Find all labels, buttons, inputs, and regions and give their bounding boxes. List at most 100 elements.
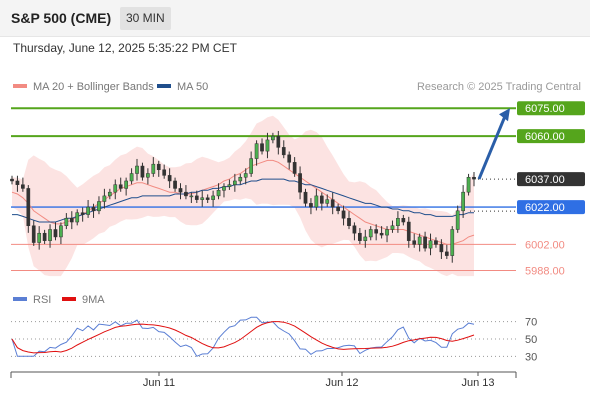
candle-body — [358, 232, 362, 241]
candle-body — [102, 195, 107, 202]
rsi-legend-label: RSI — [33, 294, 51, 306]
instrument-title: S&P 500 (CME) — [11, 10, 112, 26]
legend-label: MA 50 — [177, 81, 208, 93]
candle-body — [374, 229, 379, 234]
candle-body — [265, 139, 270, 152]
forecast-arrow — [477, 115, 507, 180]
rsi-tick-label: 50 — [525, 334, 537, 346]
candle-body — [439, 244, 444, 253]
candle-body — [450, 229, 455, 256]
candle-body — [48, 229, 52, 241]
candle-body — [303, 191, 308, 204]
rsi-ma-line — [11, 321, 475, 354]
price-label-box — [517, 172, 585, 187]
candle-body — [260, 143, 264, 152]
candle-body — [37, 232, 42, 243]
candle-body — [325, 199, 330, 204]
candle-body — [10, 178, 14, 182]
candle-body — [444, 251, 449, 256]
timestamp: Thursday, June 12, 2025 5:35:22 PM CET — [13, 41, 237, 55]
candle-body — [412, 240, 417, 245]
price-label: 6022.00 — [525, 202, 565, 214]
candle-body — [21, 184, 25, 189]
candle-body — [42, 232, 47, 241]
candle-body — [363, 236, 368, 241]
candle-body — [276, 135, 281, 148]
candle-body — [352, 225, 357, 234]
candle-body — [222, 186, 226, 191]
price-label: 5988.00 — [525, 266, 565, 278]
candle-body — [113, 184, 118, 193]
price-label-box — [517, 101, 585, 116]
legend-label: MA 20 + Bollinger Bands — [33, 81, 154, 93]
attribution: Research © 2025 Trading Central — [417, 81, 581, 93]
legend-swatch — [13, 84, 27, 88]
candle-body — [31, 225, 36, 243]
candle-body — [124, 180, 128, 189]
candle-body — [243, 173, 248, 178]
candle-body — [406, 221, 411, 241]
price-label: 6002.00 — [525, 239, 565, 251]
price-label-box — [517, 129, 585, 144]
candle-body — [107, 191, 112, 197]
candle-body — [140, 165, 145, 178]
candle-body — [434, 240, 438, 245]
candle-body — [271, 135, 275, 141]
candle-body — [254, 143, 259, 159]
candle-body — [368, 229, 373, 238]
candle-body — [200, 197, 205, 200]
candle-body — [401, 218, 406, 223]
candle-body — [417, 236, 422, 245]
candle-body — [336, 206, 340, 212]
candle-body — [151, 163, 156, 174]
candle-body — [232, 180, 237, 185]
candle-body — [211, 195, 215, 200]
candle-body — [86, 206, 90, 215]
candle-body — [80, 212, 85, 215]
candle-body — [227, 184, 232, 187]
candle-body — [461, 191, 465, 212]
rsi-tick-label: 30 — [525, 351, 537, 363]
price-label-box — [517, 200, 585, 215]
candle-body — [97, 201, 101, 212]
candle-body — [472, 176, 476, 180]
candle-body — [69, 218, 74, 223]
candle-body — [314, 195, 319, 208]
candle-body — [466, 176, 471, 193]
candle-body — [249, 158, 254, 174]
candle-body — [194, 195, 199, 200]
candle-body — [184, 191, 188, 197]
candle-body — [64, 218, 69, 227]
candle-body — [319, 195, 324, 204]
candle-body — [292, 162, 297, 174]
candle-body — [75, 212, 80, 223]
price-label: 6075.00 — [525, 103, 565, 115]
candle-body — [330, 199, 335, 208]
candle-body — [15, 180, 20, 185]
candle-body — [281, 147, 286, 156]
x-axis-label: Jun 12 — [325, 377, 358, 389]
candle-body — [156, 163, 161, 171]
candle-body — [347, 218, 351, 227]
x-axis-label: Jun 11 — [143, 377, 175, 389]
candle-body — [396, 218, 400, 227]
candle-body — [135, 165, 139, 174]
candle-body — [118, 184, 123, 189]
candle-body — [129, 173, 134, 182]
interval-button[interactable]: 30 MIN — [120, 7, 171, 30]
rsi-tick-label: 70 — [525, 317, 537, 329]
candle-body — [189, 195, 194, 198]
candle-body — [341, 210, 346, 219]
candle-body — [379, 232, 384, 236]
candle-body — [53, 229, 58, 238]
candle-body — [423, 236, 427, 249]
candle-body — [205, 197, 210, 200]
rsi-legend-swatch — [62, 297, 76, 301]
rsi-legend-label: 9MA — [82, 294, 105, 306]
price-label: 6060.00 — [525, 131, 565, 143]
candle-body — [238, 176, 243, 182]
candle-body — [167, 175, 172, 182]
rsi-line — [11, 316, 475, 357]
legend-swatch — [157, 84, 171, 88]
candle-body — [146, 173, 150, 178]
